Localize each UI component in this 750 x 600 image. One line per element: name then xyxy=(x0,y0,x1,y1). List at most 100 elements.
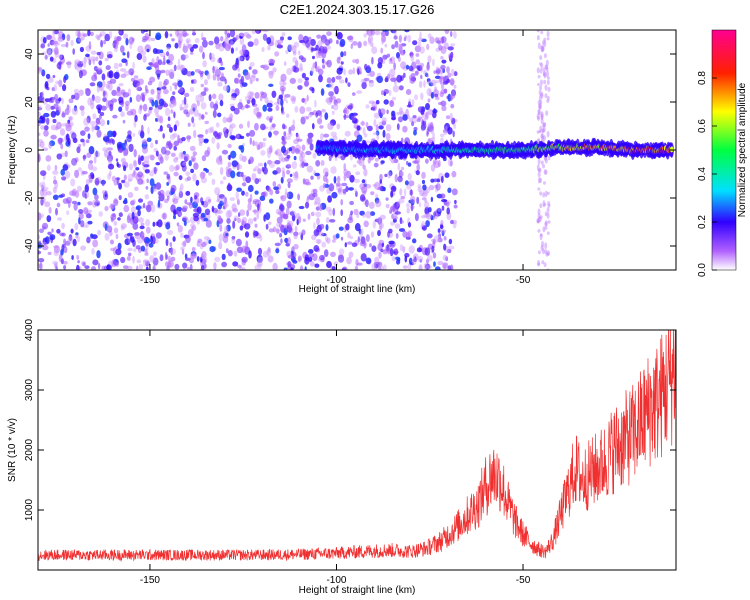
heatmap-cell xyxy=(336,67,343,75)
heatmap-cell xyxy=(430,178,435,183)
heatmap-cell xyxy=(365,211,372,219)
heatmap-cell xyxy=(167,230,174,235)
heatmap-cell xyxy=(420,74,423,80)
heatmap-cell xyxy=(418,202,422,208)
heatmap-cell xyxy=(203,263,207,269)
heatmap-cell xyxy=(165,190,172,198)
heatmap-cell xyxy=(58,253,63,263)
heatmap-cell xyxy=(118,30,122,35)
heatmap-cell xyxy=(326,31,332,36)
heatmap-cell xyxy=(311,87,315,94)
heatmap-cell xyxy=(335,233,340,239)
heatmap-cell xyxy=(321,58,325,64)
heatmap-cell xyxy=(65,196,72,204)
heatmap-cell xyxy=(137,154,141,163)
heatmap-cell xyxy=(330,251,336,257)
heatmap-cell xyxy=(432,109,438,114)
heatmap-cell xyxy=(152,236,156,245)
heatmap-cell xyxy=(340,51,344,58)
heatmap-cell xyxy=(68,234,73,242)
heatmap-cell xyxy=(144,194,149,200)
heatmap-cell xyxy=(253,209,257,216)
heatmap-cell xyxy=(539,233,543,241)
heatmap-cell xyxy=(124,238,131,246)
heatmap-cell xyxy=(440,46,447,54)
heatmap-cell xyxy=(441,199,448,203)
heatmap-cell xyxy=(105,83,110,89)
heatmap-cell xyxy=(361,179,366,184)
heatmap-cell xyxy=(40,241,48,247)
heatmap-cell xyxy=(58,54,63,60)
heatmap-cell xyxy=(330,166,337,174)
heatmap-cell xyxy=(379,173,383,181)
heatmap-cell xyxy=(441,83,445,91)
heatmap-cell xyxy=(352,59,357,64)
heatmap-cell xyxy=(158,98,165,106)
heatmap-cell xyxy=(324,112,329,120)
heatmap-cell xyxy=(385,76,389,82)
heatmap-cell xyxy=(297,216,302,224)
heatmap-cell xyxy=(124,100,130,107)
heatmap-cell xyxy=(309,70,313,76)
heatmap-cell xyxy=(56,153,63,160)
heatmap-cell xyxy=(63,75,67,84)
heatmap-cell xyxy=(324,235,329,243)
heatmap-cell xyxy=(205,168,209,173)
heatmap-cell xyxy=(256,112,262,120)
y-tick-label: -20 xyxy=(24,190,35,205)
heatmap-cell xyxy=(180,246,185,251)
heatmap-cell xyxy=(232,208,239,213)
heatmap-cell xyxy=(132,222,139,230)
heatmap-cell xyxy=(537,75,541,79)
heatmap-cell xyxy=(543,169,547,175)
heatmap-cell xyxy=(66,61,72,65)
heatmap-cell xyxy=(193,215,200,222)
heatmap-cell xyxy=(400,195,406,200)
heatmap-cell xyxy=(434,86,438,93)
heatmap-cell xyxy=(374,197,380,204)
heatmap-cell xyxy=(59,54,65,60)
heatmap-cell xyxy=(45,104,52,111)
heatmap-cell xyxy=(123,181,130,188)
heatmap-cell xyxy=(221,196,226,203)
heatmap-cell xyxy=(43,125,49,131)
heatmap-cell xyxy=(427,98,431,103)
heatmap-cell xyxy=(201,200,205,206)
heatmap-cell xyxy=(173,124,177,132)
heatmap-cell xyxy=(126,215,131,224)
heatmap-cell xyxy=(367,125,373,132)
heatmap-cell xyxy=(435,183,441,191)
heatmap-cell xyxy=(427,55,432,63)
heatmap-cell xyxy=(89,120,96,126)
heatmap-cell xyxy=(157,128,163,132)
heatmap-cell xyxy=(163,80,167,88)
heatmap-cell xyxy=(172,82,179,87)
heatmap-cell xyxy=(291,161,298,169)
heatmap-cell xyxy=(388,89,392,96)
heatmap-cell xyxy=(315,160,321,167)
heatmap-cell xyxy=(375,130,380,136)
heatmap-cell xyxy=(336,32,343,40)
heatmap-cell xyxy=(53,250,59,257)
heatmap-cell xyxy=(38,153,41,162)
heatmap-cell xyxy=(95,123,98,130)
heatmap-cell xyxy=(285,100,289,104)
heatmap-cell xyxy=(136,53,143,60)
heatmap-cell xyxy=(363,33,368,38)
heatmap-cell xyxy=(363,168,368,177)
heatmap-cell xyxy=(360,78,366,84)
heatmap-cell xyxy=(293,41,299,48)
heatmap-cell xyxy=(46,48,53,55)
heatmap-cell xyxy=(93,156,97,164)
heatmap-cell xyxy=(375,193,379,199)
heatmap-cell xyxy=(142,55,147,63)
heatmap-cell xyxy=(186,39,190,48)
heatmap-cell xyxy=(135,80,141,87)
heatmap-cell xyxy=(52,260,59,265)
heatmap-cell xyxy=(100,112,105,116)
heatmap-cell xyxy=(226,32,231,38)
heatmap-cell xyxy=(137,45,144,54)
heatmap-cell xyxy=(325,224,329,231)
heatmap-cell xyxy=(104,57,109,62)
heatmap-cell xyxy=(211,205,215,212)
